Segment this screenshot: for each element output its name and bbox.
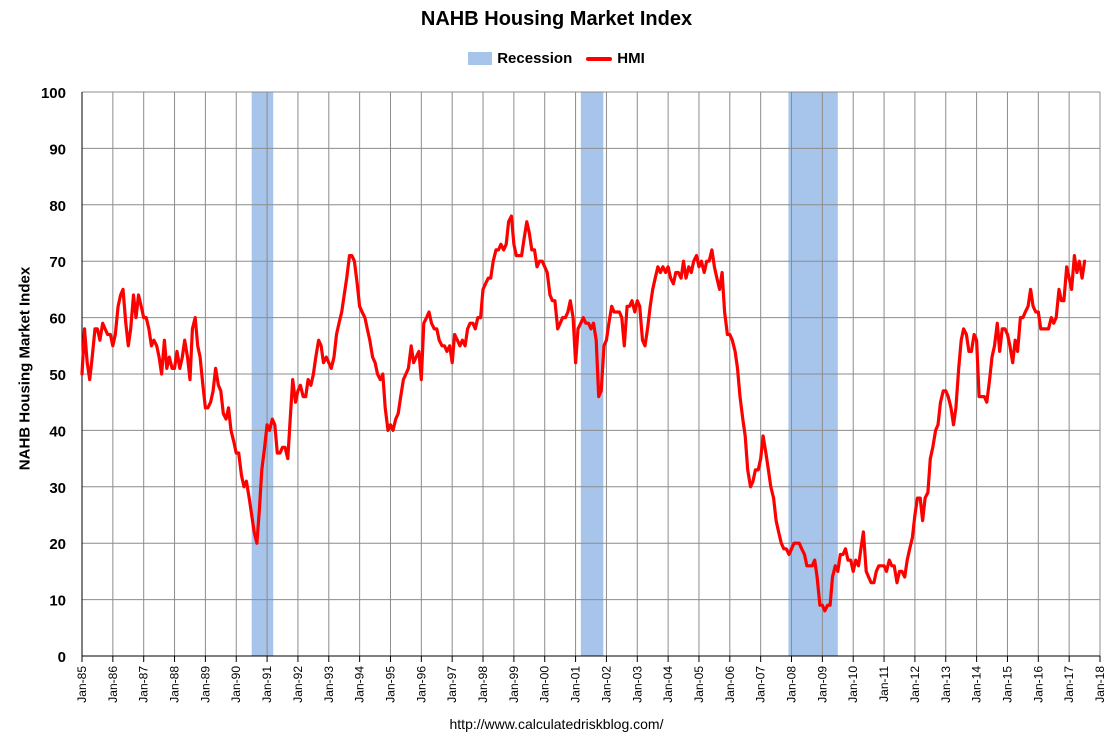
y-tick-label: 40: [49, 423, 66, 440]
x-tick-label: Jan-89: [198, 666, 212, 703]
y-tick-label: 20: [49, 536, 66, 553]
x-tick-label: Jan-09: [815, 666, 829, 703]
x-tick-label: Jan-08: [785, 666, 799, 703]
x-tick-label: Jan-11: [877, 666, 891, 702]
x-tick-label: Jan-90: [229, 666, 243, 703]
x-tick-label: Jan-06: [723, 666, 737, 703]
legend-label-recession: Recession: [497, 50, 573, 67]
axes: 0 10 20 30 40 50 60 70 80 90 100 Jan-85 Jan-86 Jan-87…: [41, 85, 1107, 703]
y-tick-label: 100: [41, 85, 66, 102]
chart-title: NAHB Housing Market Index: [420, 8, 693, 30]
x-tick-label: Jan-99: [507, 666, 521, 703]
x-tick-label: Jan-92: [291, 666, 305, 703]
y-axis-label: NAHB Housing Market Index: [16, 266, 34, 471]
legend-swatch-hmi: [586, 56, 613, 61]
x-tick-label: Jan-87: [137, 666, 151, 703]
x-tick-label: Jan-03: [630, 666, 644, 703]
x-tick-label: Jan-86: [106, 666, 120, 703]
x-tick-label: Jan-93: [322, 666, 336, 703]
x-tick-label: Jan-15: [1000, 666, 1014, 703]
y-tick-label: 70: [49, 254, 66, 271]
x-tick-label: Jan-07: [754, 666, 768, 703]
x-tick-label: Jan-85: [75, 666, 89, 703]
y-tick-label: 50: [49, 367, 66, 384]
y-tick-label: 0: [58, 649, 66, 666]
legend-label-hmi: HMI: [617, 50, 645, 67]
x-tick-label: Jan-97: [445, 666, 459, 703]
x-tick-label: Jan-04: [661, 666, 675, 703]
x-tick-label: Jan-12: [908, 666, 922, 703]
x-tick-label: Jan-88: [168, 666, 182, 703]
x-tick-label: Jan-96: [414, 666, 428, 703]
x-tick-label: Jan-14: [970, 666, 984, 703]
x-tick-label: Jan-00: [538, 666, 552, 703]
y-tick-label: 80: [49, 198, 66, 215]
x-tick-label: Jan-02: [599, 666, 613, 703]
legend-swatch-recession: [468, 52, 493, 65]
legend-item-recession: Recession: [468, 50, 572, 67]
legend-item-hmi: HMI: [586, 50, 645, 67]
x-tick-label: Jan-95: [383, 666, 397, 703]
x-tick-label: Jan-01: [569, 666, 583, 703]
x-tick-label: Jan-13: [939, 666, 953, 703]
x-tick-label: Jan-94: [353, 666, 367, 703]
y-tick-label: 30: [49, 480, 66, 497]
y-tick-label: 60: [49, 311, 66, 328]
series-layer: [80, 214, 1087, 613]
x-tick-label: Jan-05: [692, 666, 706, 703]
legend: Recession HMI: [0, 50, 1113, 67]
x-tick-label: Jan-91: [260, 666, 274, 703]
x-tick-label: Jan-16: [1031, 666, 1045, 703]
series-line-hmi: [80, 214, 1087, 613]
x-tick-label: Jan-98: [476, 666, 490, 703]
y-tick-label: 10: [49, 593, 66, 610]
x-tick-label: Jan-10: [846, 666, 860, 703]
x-tick-label: Jan-17: [1062, 666, 1076, 703]
source-url: http://www.calculatedriskblog.com/: [449, 716, 664, 732]
x-tick-label: Jan-18: [1093, 666, 1107, 703]
y-tick-label: 90: [49, 141, 66, 158]
